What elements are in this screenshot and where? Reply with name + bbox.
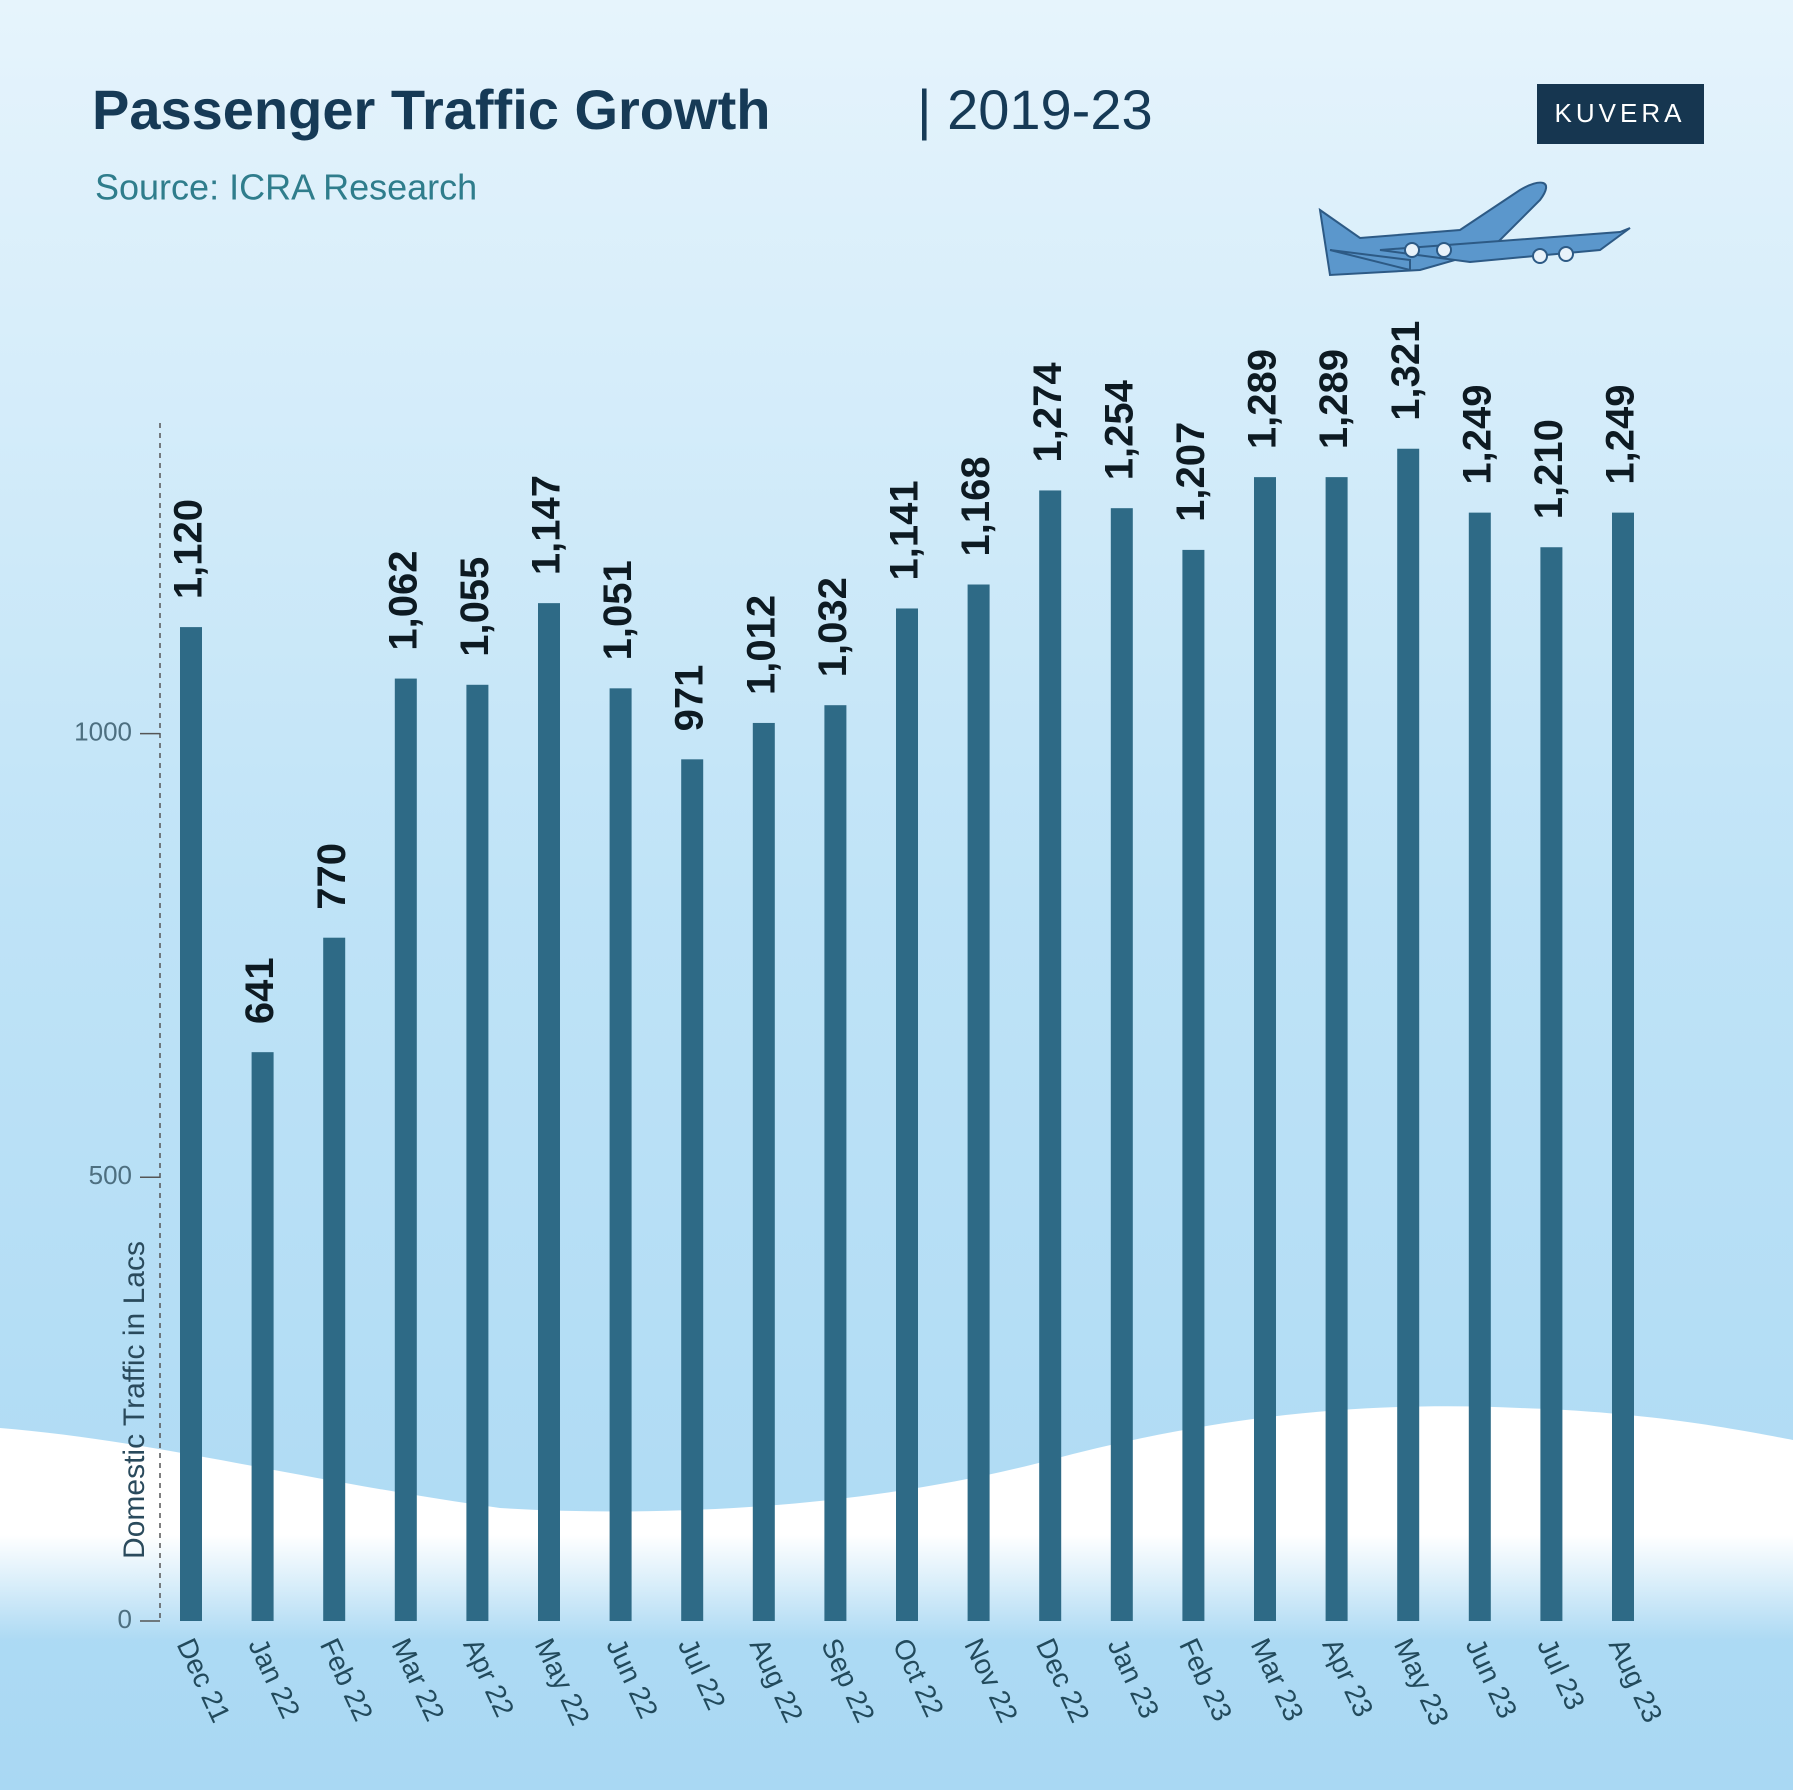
value-label: 1,062 <box>381 550 425 650</box>
value-label: 1,055 <box>453 557 497 657</box>
y-axis-label: Domestic Traffic in Lacs <box>118 1241 151 1559</box>
y-tick-label: 500 <box>89 1160 132 1190</box>
bar <box>752 722 775 1621</box>
y-tick-label: 0 <box>118 1604 132 1634</box>
bar <box>394 678 417 1621</box>
bar <box>1039 490 1062 1621</box>
value-label: 1,051 <box>596 560 640 660</box>
value-label: 1,289 <box>1312 349 1356 449</box>
bar <box>323 937 346 1621</box>
value-label: 770 <box>310 843 354 910</box>
value-label: 1,012 <box>739 595 783 695</box>
value-label: 971 <box>668 665 712 732</box>
value-label: 1,210 <box>1527 419 1571 519</box>
value-label: 1,147 <box>525 475 569 575</box>
bar <box>1397 448 1420 1621</box>
logo-box <box>1537 84 1704 144</box>
logo: KUVERA <box>1555 98 1686 128</box>
value-label: 1,120 <box>167 499 211 599</box>
bar <box>1540 547 1563 1621</box>
value-label: 1,141 <box>883 480 927 580</box>
airplane <box>1318 181 1631 277</box>
bar <box>1110 508 1133 1621</box>
bar <box>538 603 560 1621</box>
bar <box>967 584 990 1622</box>
value-label: 641 <box>238 957 282 1024</box>
value-label: 1,168 <box>954 456 998 556</box>
chart-title: Passenger Traffic Growth <box>92 78 770 141</box>
bar <box>609 688 632 1621</box>
y-tick-label: 1000 <box>74 716 132 746</box>
bar <box>1254 477 1276 1622</box>
bar <box>1325 477 1348 1622</box>
subtitle: Source: ICRA Research <box>95 167 477 208</box>
bar <box>1612 512 1634 1621</box>
value-label: 1,249 <box>1455 385 1499 485</box>
value-label: 1,032 <box>811 577 855 677</box>
bar <box>180 627 202 1621</box>
value-label: 1,254 <box>1097 379 1141 480</box>
bar <box>824 705 847 1621</box>
value-label: 1,321 <box>1384 321 1428 421</box>
title-suffix: | 2019-23 <box>917 78 1153 141</box>
bar <box>1182 549 1205 1622</box>
value-label: 1,207 <box>1169 422 1213 522</box>
value-label: 1,249 <box>1599 385 1643 485</box>
value-label: 1,289 <box>1241 349 1285 449</box>
bar <box>681 759 704 1621</box>
bar <box>1468 512 1491 1621</box>
bar <box>251 1052 274 1621</box>
bar <box>896 608 918 1621</box>
value-label: 1,274 <box>1026 362 1070 463</box>
bar <box>466 684 489 1621</box>
